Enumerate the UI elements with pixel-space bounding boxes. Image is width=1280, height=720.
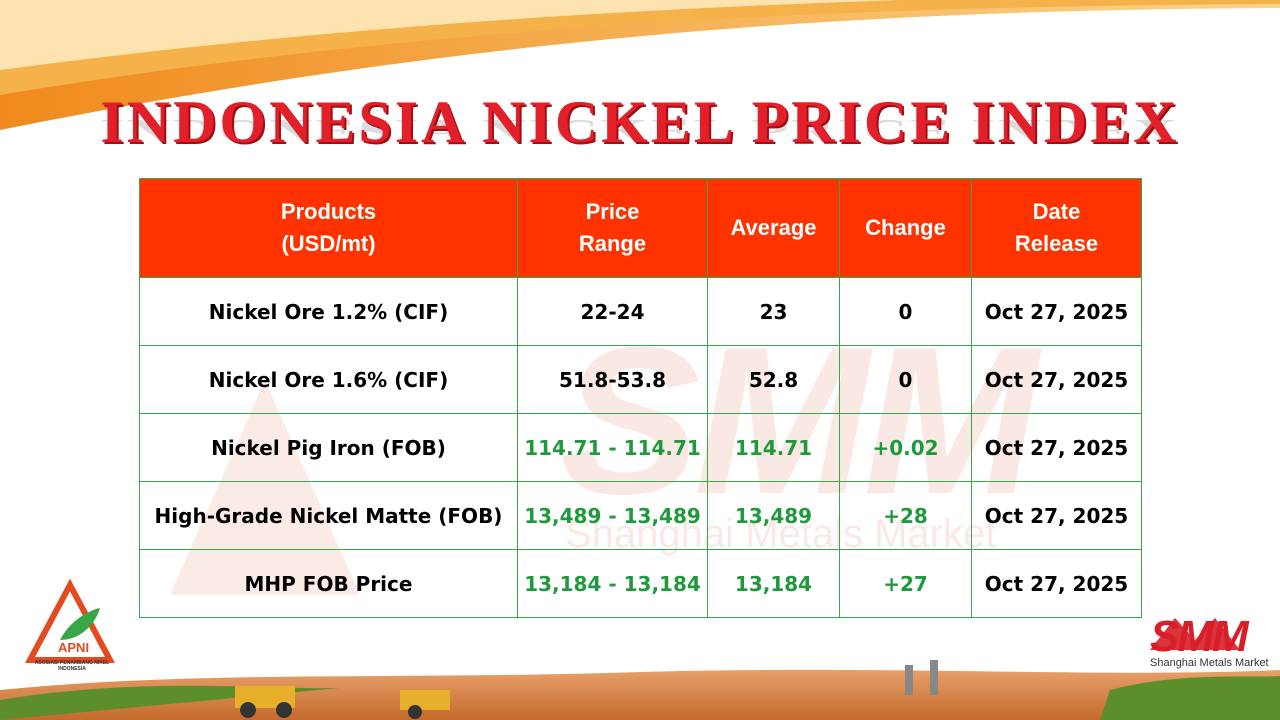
table-cell: Nickel Pig Iron (FOB) [139, 413, 518, 482]
table-cell: 0 [839, 277, 972, 346]
header-text: Change [865, 215, 946, 240]
header-text: Date [1032, 199, 1081, 224]
table-row: Nickel Ore 1.2% (CIF) 22-24 23 0 Oct 27, 202… [139, 277, 1142, 346]
table-cell: 23 [707, 277, 840, 346]
table-cell: 13,489 [707, 481, 840, 550]
price-table: Products (USD/mt) Price Range Average Change D… [139, 178, 1142, 618]
table-row: High-Grade Nickel Matte (FOB) 13,489 - 13… [139, 481, 1142, 550]
header-cell: Date Release [971, 178, 1142, 278]
table-cell: MHP FOB Price [139, 549, 518, 618]
table-cell: 52.8 [707, 345, 840, 414]
table-cell: 13,184 [707, 549, 840, 618]
title: INDONESIA NICKEL PRICE INDEX [100, 89, 1180, 155]
smm-logo: SMM [1150, 612, 1249, 661]
table-cell: +0.02 [839, 413, 972, 482]
table-cell: 13,489 - 13,489 [517, 481, 708, 550]
table-cell: Oct 27, 2025 [971, 549, 1142, 618]
header-text: Range [578, 231, 647, 256]
table-cell: Oct 27, 2025 [971, 345, 1142, 414]
table-cell: Nickel Ore 1.6% (CIF) [139, 345, 518, 414]
table-cell: High-Grade Nickel Matte (FOB) [139, 481, 518, 550]
header-cell: Products (USD/mt) [139, 178, 518, 278]
table-cell: Oct 27, 2025 [971, 277, 1142, 346]
table-cell: +28 [839, 481, 972, 550]
table-cell: Nickel Ore 1.2% (CIF) [139, 277, 518, 346]
table-cell: Oct 27, 2025 [971, 413, 1142, 482]
table-cell: 13,184 - 13,184 [517, 549, 708, 618]
title-reflection: INDONESIA NICKEL PRICE INDEX [100, 112, 1180, 149]
apni-caption: ASOSIASI PENAMBANG NIKEL INDONESIA [34, 660, 110, 672]
header-cell: Price Range [517, 178, 708, 278]
header-cell: Average [707, 178, 840, 278]
header-text: Average [730, 215, 817, 240]
table-cell: 0 [839, 345, 972, 414]
header-cell: Change [839, 178, 972, 278]
apni-logo: APNI [58, 640, 90, 655]
header-row: Products (USD/mt) Price Range Average Change D… [139, 178, 1142, 278]
table-row: MHP FOB Price 13,184 - 13,184 13,184 +27 Oct… [139, 549, 1142, 618]
table-cell: Oct 27, 2025 [971, 481, 1142, 550]
table-cell: 22-24 [517, 277, 708, 346]
header-text: Price [585, 199, 640, 224]
table-row: Nickel Ore 1.6% (CIF) 51.8-53.8 52.8 0 Oct 2… [139, 345, 1142, 414]
table-row: Nickel Pig Iron (FOB) 114.71 - 114.71 114.… [139, 413, 1142, 482]
smm-caption: Shanghai Metals Market [1150, 657, 1269, 669]
header-text: (USD/mt) [281, 231, 376, 256]
table-cell: +27 [839, 549, 972, 618]
header-text: Release [1014, 231, 1099, 256]
table-cell: 114.71 - 114.71 [517, 413, 708, 482]
table-cell: 114.71 [707, 413, 840, 482]
header-text: Products [280, 199, 377, 224]
table-cell: 51.8-53.8 [517, 345, 708, 414]
